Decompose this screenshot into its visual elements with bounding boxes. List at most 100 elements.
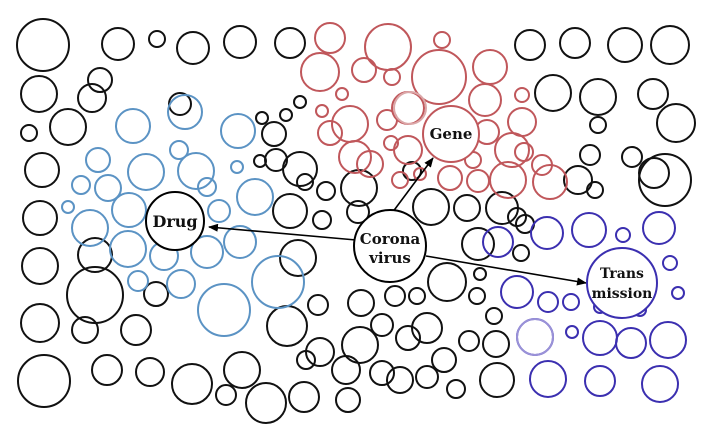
node-transmission-label-line1: Trans bbox=[600, 266, 644, 282]
neutral-bubble-67 bbox=[370, 313, 394, 337]
drug-bubble-15 bbox=[71, 209, 109, 247]
gene-bubble-29 bbox=[514, 87, 530, 103]
gene-bubble-1 bbox=[314, 22, 346, 54]
neutral-bubble-49 bbox=[272, 193, 308, 229]
neutral-bubble-19 bbox=[279, 108, 293, 122]
gene-bubble-32 bbox=[514, 142, 534, 162]
transmission-bubble-17 bbox=[529, 360, 567, 398]
neutral-bubble-50 bbox=[264, 148, 288, 172]
neutral-bubble-22 bbox=[534, 74, 572, 112]
neutral-bubble-36 bbox=[143, 281, 169, 307]
arrow-to-gene bbox=[391, 157, 434, 214]
drug-bubble-3 bbox=[220, 113, 256, 149]
drug-bubble-14 bbox=[236, 178, 274, 216]
transmission-bubble-5 bbox=[642, 211, 676, 245]
drug-bubble-24 bbox=[197, 177, 217, 197]
neutral-bubble-83 bbox=[446, 379, 466, 399]
drug-bubble-19 bbox=[223, 225, 257, 259]
neutral-bubble-52 bbox=[296, 173, 314, 191]
neutral-bubble-46 bbox=[266, 305, 308, 347]
gene-bubble-10 bbox=[335, 87, 349, 101]
neutral-bubble-45 bbox=[215, 384, 237, 406]
drug-bubble-20 bbox=[127, 270, 149, 292]
neutral-bubble-68 bbox=[395, 325, 421, 351]
drug-bubble-22 bbox=[197, 283, 251, 337]
node-coronavirus-label-line2: virus bbox=[368, 249, 411, 267]
drug-bubble-4 bbox=[85, 147, 111, 173]
neutral-bubble-53 bbox=[316, 181, 336, 201]
neutral-bubble-13 bbox=[77, 83, 107, 113]
gene-bubble-6 bbox=[383, 68, 401, 86]
transmission-bubble-2 bbox=[530, 216, 564, 250]
neutral-bubble-76 bbox=[341, 326, 379, 364]
neutral-bubble-78 bbox=[296, 350, 316, 370]
neutral-bubble-54 bbox=[312, 210, 332, 230]
arrow-group bbox=[208, 157, 587, 286]
gene-bubble-4 bbox=[300, 52, 340, 92]
neutral-bubble-59 bbox=[453, 194, 481, 222]
neutral-bubble-91 bbox=[512, 244, 530, 262]
neutral-bubble-37 bbox=[120, 314, 152, 346]
gene-bubble-18 bbox=[317, 120, 343, 146]
transmission-bubble-10 bbox=[662, 255, 678, 271]
gene-bubble-28 bbox=[507, 107, 537, 137]
neutral-bubble-74 bbox=[468, 287, 486, 305]
neutral-bubble-44 bbox=[223, 351, 261, 389]
neutral-bubble-75 bbox=[473, 267, 487, 281]
drug-bubble-12 bbox=[111, 192, 147, 228]
neutral-bubble-24 bbox=[637, 78, 669, 110]
neutral-bubble-42 bbox=[135, 357, 165, 387]
gene-bubble-33 bbox=[393, 91, 427, 125]
neutral-bubble-82 bbox=[415, 365, 439, 389]
neutral-bubble-72 bbox=[485, 307, 503, 325]
neutral-bubble-30 bbox=[621, 146, 643, 168]
neutral-bubble-2 bbox=[101, 27, 135, 61]
node-drug: Drug bbox=[145, 191, 205, 251]
gene-bubble-11 bbox=[315, 104, 329, 118]
neutral-bubble-3 bbox=[148, 30, 166, 48]
neutral-bubble-6 bbox=[274, 27, 306, 59]
arrow-to-drug bbox=[208, 223, 357, 241]
neutral-bubble-33 bbox=[21, 247, 59, 285]
transmission-bubble-19 bbox=[641, 365, 679, 403]
neutral-bubble-56 bbox=[346, 200, 370, 224]
neutral-bubble-66 bbox=[347, 289, 375, 317]
transmission-bubble-group bbox=[482, 211, 687, 403]
gene-bubble-16 bbox=[383, 135, 399, 151]
transmission-bubble-8 bbox=[562, 293, 580, 311]
neutral-bubble-81 bbox=[386, 366, 414, 394]
neutral-bubble-8 bbox=[559, 27, 591, 59]
neutral-bubble-26 bbox=[24, 152, 60, 188]
neutral-bubble-27 bbox=[579, 144, 601, 166]
neutral-bubble-57 bbox=[402, 161, 422, 181]
neutral-bubble-86 bbox=[288, 381, 320, 413]
neutral-bubble-64 bbox=[384, 285, 406, 307]
neutral-bubble-80 bbox=[369, 360, 395, 386]
neutral-bubble-5 bbox=[223, 25, 257, 59]
neutral-bubble-31 bbox=[638, 153, 692, 207]
node-drug-label: Drug bbox=[152, 212, 197, 231]
transmission-bubble-4 bbox=[615, 227, 631, 243]
neutral-bubble-65 bbox=[408, 287, 426, 305]
neutral-bubble-4 bbox=[176, 31, 210, 65]
node-transmission: Trans mission bbox=[586, 247, 658, 319]
neutral-bubble-88 bbox=[563, 165, 593, 195]
neutral-bubble-39 bbox=[20, 303, 60, 343]
drug-bubble-18 bbox=[190, 235, 224, 269]
gene-bubble-31 bbox=[532, 164, 568, 200]
node-coronavirus-circle bbox=[353, 209, 427, 283]
neutral-bubble-84 bbox=[479, 362, 515, 398]
drug-bubble-11 bbox=[61, 200, 75, 214]
neutral-bubble-48 bbox=[279, 239, 317, 277]
gene-bubble-3 bbox=[433, 31, 451, 49]
neutral-bubble-20 bbox=[255, 111, 269, 125]
neutral-bubble-63 bbox=[427, 262, 467, 302]
neutral-bubble-28 bbox=[589, 116, 607, 134]
drug-bubble-5 bbox=[127, 153, 165, 191]
neutral-bubble-43 bbox=[171, 363, 213, 405]
drug-bubble-9 bbox=[71, 175, 91, 195]
neutral-bubble-61 bbox=[461, 227, 495, 261]
transmission-bubble-1 bbox=[482, 226, 514, 258]
drug-bubble-10 bbox=[94, 174, 122, 202]
